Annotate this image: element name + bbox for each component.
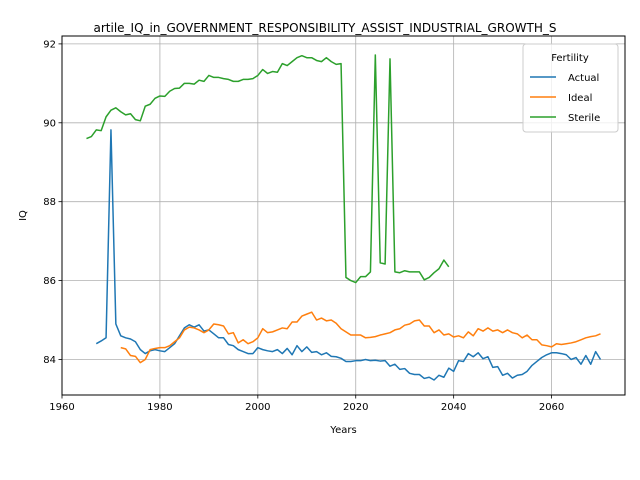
x-axis-label: Years [329, 425, 356, 436]
series-line-actual [95, 129, 602, 381]
chart-title: artile_IQ_in_GOVERNMENT_RESPONSIBILITY_A… [94, 21, 557, 35]
y-tick-label: 86 [43, 276, 56, 287]
series-line-sterile [86, 54, 450, 284]
x-tick-label: 2000 [245, 402, 270, 413]
y-tick-label: 84 [43, 355, 56, 366]
y-axis-ticks: 84 86 88 90 92 [43, 39, 62, 366]
x-tick-label: 1980 [147, 402, 172, 413]
legend-label-sterile: Sterile [568, 113, 600, 124]
x-tick-label: 2020 [343, 402, 368, 413]
y-tick-label: 92 [43, 39, 56, 50]
x-axis-ticks: 1960 1980 2000 2020 2040 2060 [49, 395, 564, 413]
legend-title: Fertility [551, 53, 589, 64]
x-tick-label: 2040 [441, 402, 466, 413]
y-tick-label: 90 [43, 118, 56, 129]
x-tick-label: 2060 [539, 402, 564, 413]
legend-entries: Actual Ideal Sterile [530, 73, 600, 124]
series-layer [86, 54, 602, 381]
legend-box [522, 43, 619, 133]
legend: Fertility Actual Ideal Sterile [522, 43, 619, 133]
legend-label-ideal: Ideal [568, 93, 592, 104]
y-axis-label: IQ [18, 210, 29, 221]
series-line-ideal [120, 311, 601, 364]
x-tick-label: 1960 [49, 402, 74, 413]
y-tick-label: 88 [43, 197, 56, 208]
plot-frame [61, 35, 626, 396]
legend-label-actual: Actual [568, 73, 599, 84]
